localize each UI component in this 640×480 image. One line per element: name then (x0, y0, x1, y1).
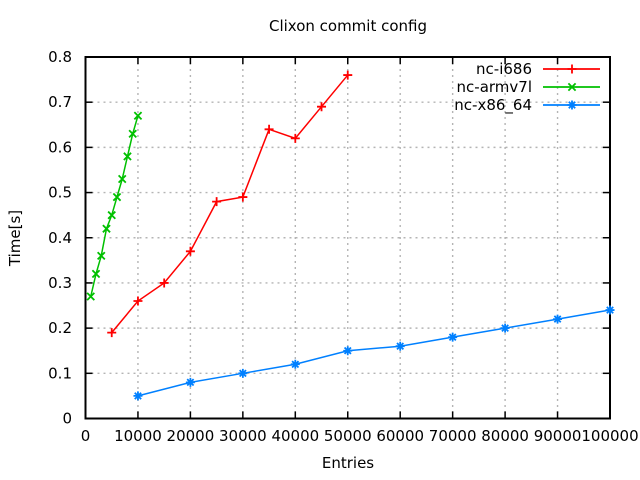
asterisk-marker (553, 314, 563, 324)
cross-marker (91, 269, 101, 279)
legend-entry: nc-armv7l (457, 78, 600, 96)
asterisk-marker (343, 346, 353, 356)
plus-marker (238, 192, 248, 202)
series-line (111, 74, 349, 334)
series-nc-x86_64 (133, 305, 615, 401)
series-nc-i686 (107, 70, 353, 338)
x-tick-label: 100000 (581, 427, 638, 445)
cross-marker (112, 192, 122, 202)
x-tick-label: 40000 (271, 427, 319, 445)
x-axis-label: Entries (322, 454, 374, 472)
y-tick-label: 0.5 (48, 184, 72, 202)
x-tick-label: 60000 (376, 427, 424, 445)
x-tick-label: 10000 (114, 427, 162, 445)
y-tick-label: 0.3 (48, 274, 72, 292)
cross-marker (86, 292, 95, 301)
y-axis-label: Time[s] (6, 210, 24, 267)
plus-marker (133, 296, 143, 306)
cross-marker (117, 174, 127, 184)
y-tick-label: 0 (62, 410, 72, 428)
plus-marker (290, 133, 300, 143)
x-tick-label: 0 (81, 427, 91, 445)
asterisk-marker (290, 359, 300, 369)
asterisk-marker (500, 323, 510, 333)
plus-marker (212, 197, 222, 207)
chart-title: Clixon commit config (269, 17, 427, 35)
legend-label: nc-armv7l (457, 78, 532, 96)
series-layer (86, 70, 615, 401)
series-line (90, 115, 139, 297)
y-tick-label: 0.6 (48, 138, 72, 156)
x-tick-label: 80000 (481, 427, 529, 445)
series-nc-armv7l (86, 111, 143, 301)
asterisk-marker (133, 391, 143, 401)
plus-marker (264, 124, 274, 134)
cross-marker (123, 152, 132, 161)
plus-marker (317, 102, 327, 112)
cross-marker (107, 210, 116, 220)
plus-marker (159, 278, 169, 288)
legend-entry: nc-i686 (476, 60, 600, 78)
legend-entry: nc-x86_64 (454, 96, 600, 115)
x-tick-label: 70000 (429, 427, 477, 445)
plus-marker (567, 64, 577, 74)
plus-marker (185, 246, 195, 256)
asterisk-marker (448, 332, 458, 342)
asterisk-marker (185, 377, 195, 387)
axis-layer: 0 10000 20000 30000 40000 50000 60000 70000 8000… (48, 48, 638, 445)
y-tick-label: 0.4 (48, 229, 72, 247)
grid-layer (85, 57, 610, 419)
asterisk-marker (395, 341, 405, 351)
y-tick-label: 0.2 (48, 319, 72, 337)
plus-marker (107, 328, 117, 338)
asterisk-marker (238, 368, 248, 378)
asterisk-marker (567, 100, 577, 110)
y-tick-label: 0.8 (48, 48, 72, 66)
asterisk-marker (605, 305, 615, 315)
y-tick-label: 0.1 (48, 364, 72, 382)
cross-marker (96, 251, 106, 261)
cross-marker (133, 111, 143, 120)
cross-marker (567, 82, 577, 92)
cross-marker (128, 129, 137, 139)
cross-marker (102, 224, 111, 233)
x-tick-label: 30000 (219, 427, 267, 445)
series-line (137, 309, 611, 397)
x-tick-label: 90000 (534, 427, 582, 445)
plus-marker (343, 70, 353, 80)
legend-label: nc-i686 (476, 60, 532, 78)
x-tick-label: 50000 (324, 427, 372, 445)
x-tick-label: 20000 (167, 427, 215, 445)
legend-label: nc-x86_64 (454, 96, 532, 115)
y-tick-label: 0.7 (48, 93, 72, 111)
